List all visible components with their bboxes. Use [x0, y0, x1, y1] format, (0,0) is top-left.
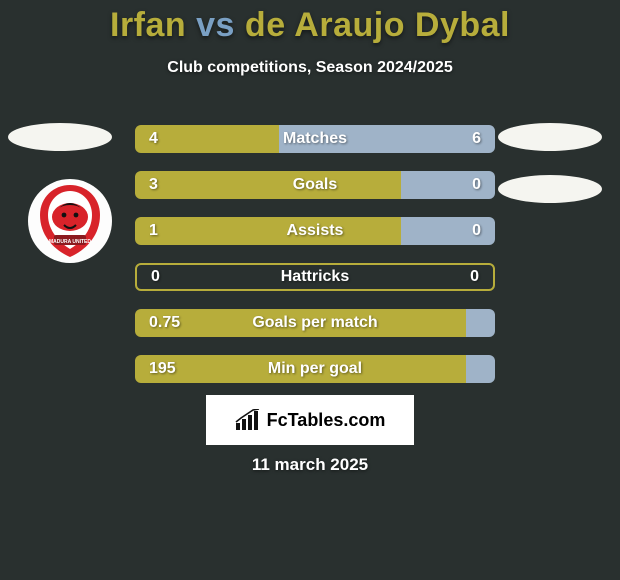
stat-left-value: 195 [149, 360, 176, 378]
stat-left-bar: 1 [135, 217, 401, 245]
title-player-right: de Araujo Dybal [245, 6, 510, 44]
stat-row-assists: 10Assists [135, 217, 495, 245]
stat-right-value: 0 [472, 176, 481, 194]
player-badge-right-placeholder-2 [498, 175, 602, 203]
stat-row-hattricks: 00Hattricks [135, 263, 495, 291]
stat-row-goals-per-match: 0.75Goals per match [135, 309, 495, 337]
page-subtitle: Club competitions, Season 2024/2025 [0, 59, 620, 77]
title-join: vs [196, 6, 235, 44]
player-badge-right-placeholder-1 [498, 123, 602, 151]
club-crest-icon: MADURA UNITED [28, 179, 112, 263]
stat-row-goals: 30Goals [135, 171, 495, 199]
brand-text: FcTables.com [267, 410, 386, 431]
stat-right-bar [466, 309, 495, 337]
stat-right-value: 0 [472, 222, 481, 240]
stat-right-value: 6 [472, 130, 481, 148]
title-player-left: Irfan [110, 6, 186, 44]
player-badge-left-placeholder [8, 123, 112, 151]
stat-row-min-per-goal: 195Min per goal [135, 355, 495, 383]
svg-text:MADURA UNITED: MADURA UNITED [49, 239, 91, 245]
comparison-bars: 46Matches30Goals10Assists00Hattricks0.75… [135, 125, 495, 401]
footer-date: 11 march 2025 [0, 455, 620, 475]
stat-left-bar: 4 [135, 125, 279, 153]
stat-right-bar: 0 [401, 217, 495, 245]
stat-left-bar: 0.75 [135, 309, 466, 337]
stat-left-bar: 195 [135, 355, 466, 383]
stat-right-value: 0 [470, 268, 479, 286]
stat-left-value: 4 [149, 130, 158, 148]
stat-right-bar: 6 [279, 125, 495, 153]
page-title: Irfan vs de Araujo Dybal [0, 0, 620, 45]
stat-left-value: 1 [149, 222, 158, 240]
stat-right-bar [466, 355, 495, 383]
stat-left-value: 0 [151, 268, 160, 286]
stat-left-value: 0.75 [149, 314, 180, 332]
stat-row-matches: 46Matches [135, 125, 495, 153]
club-logo: MADURA UNITED [28, 179, 112, 263]
stat-left-value: 3 [149, 176, 158, 194]
brand-box: FcTables.com [206, 395, 414, 445]
stat-right-bar: 0 [401, 171, 495, 199]
stat-left-bar: 3 [135, 171, 401, 199]
brand-chart-icon [235, 409, 261, 431]
